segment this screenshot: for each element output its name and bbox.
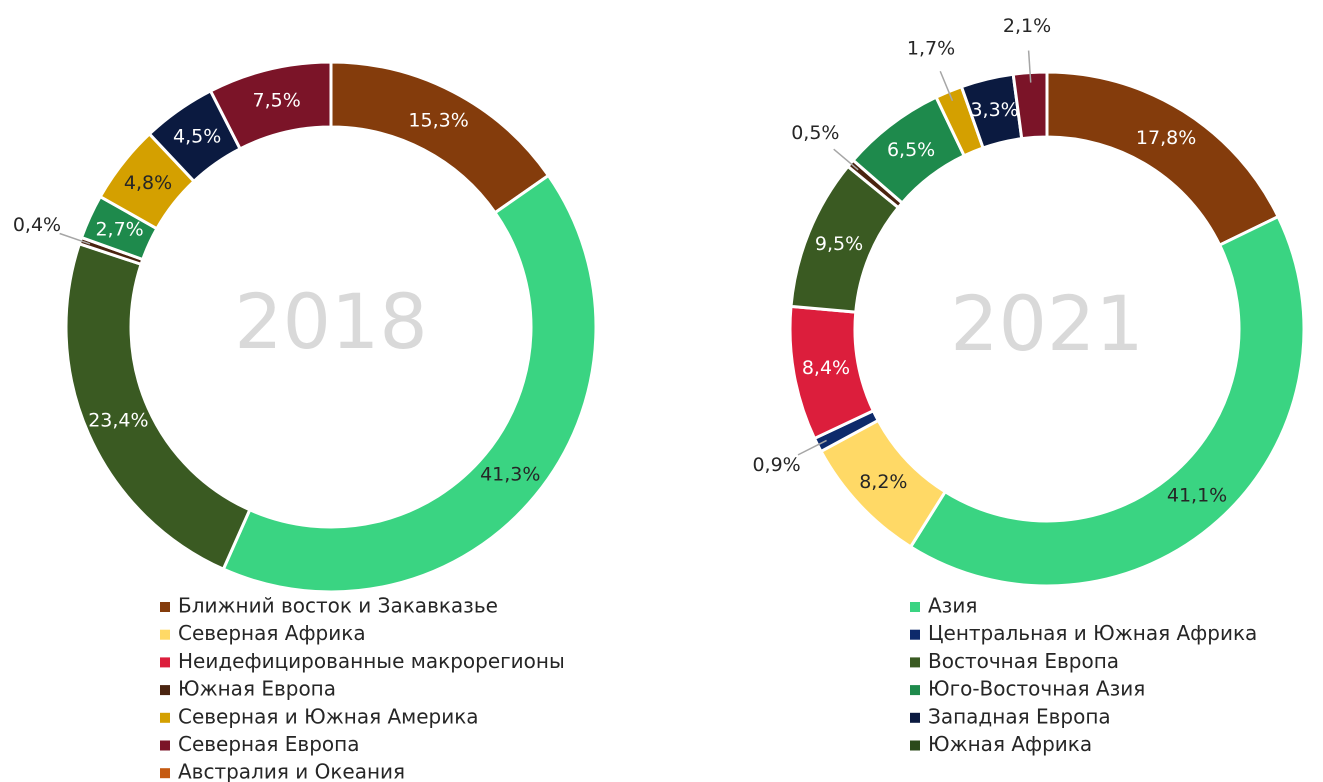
legend-swatch (910, 712, 920, 723)
donut-slice (221, 173, 598, 594)
legend-label: Южная Европа (178, 677, 336, 701)
legend-swatch (910, 602, 920, 612)
value-label: 4,5% (173, 125, 221, 147)
value-label: 0,4% (13, 214, 61, 236)
legend-swatch (160, 712, 170, 723)
value-label: 17,8% (1136, 127, 1196, 149)
legend-label: Северная Африка (178, 621, 366, 645)
legend-label: Ближний восток и Закавказье (178, 594, 498, 618)
value-label: 41,1% (1167, 484, 1227, 506)
legend-label: Северная и Южная Америка (178, 704, 479, 728)
value-label: 9,5% (815, 233, 863, 255)
value-label: 8,2% (859, 471, 907, 493)
value-label: 4,8% (124, 172, 172, 194)
legend-swatch (910, 629, 920, 640)
legend-swatch (910, 740, 920, 751)
legend-label: Восточная Европа (928, 649, 1119, 673)
legend-label: Центральная и Южная Африка (928, 621, 1257, 645)
donut-slice (908, 214, 1306, 588)
legend-swatch (160, 685, 170, 696)
donut-slice (1011, 70, 1049, 141)
value-label: 2,7% (95, 219, 143, 241)
value-label: 3,3% (970, 99, 1018, 121)
leader-line (797, 439, 827, 456)
legend-label: Юго-Восточная Азия (928, 677, 1145, 701)
donut-slice (1045, 70, 1281, 248)
leader-line (833, 148, 859, 171)
legend-label: Западная Европа (928, 704, 1111, 728)
leader-line (939, 70, 954, 102)
donut-slice (329, 60, 551, 215)
value-label: 23,4% (88, 410, 148, 432)
value-label: 0,5% (791, 122, 839, 144)
legend-label: Северная Европа (178, 732, 359, 756)
value-label: 8,4% (802, 357, 850, 379)
donut-slice (208, 60, 333, 151)
leader-line (1027, 50, 1032, 83)
legend-label: Азия (928, 594, 977, 618)
legend-swatch (160, 629, 170, 640)
legend-swatch (910, 685, 920, 696)
value-label: 15,3% (408, 109, 468, 131)
legend-swatch (910, 657, 920, 668)
legend-label: Южная Африка (928, 732, 1092, 756)
leader-line (59, 232, 91, 245)
donut-slice (64, 241, 252, 572)
value-label: 6,5% (887, 139, 935, 161)
legend-label: Неидефицированные макрорегионы (178, 649, 565, 673)
center-label: 2018 (234, 277, 427, 366)
legend-swatch (160, 657, 170, 668)
legend-swatch (160, 602, 170, 612)
value-label: 41,3% (480, 464, 540, 486)
value-label: 0,9% (752, 454, 800, 476)
value-label: 1,7% (907, 38, 955, 60)
value-label: 7,5% (253, 89, 301, 111)
legend-label: Австралия и Океания (178, 760, 405, 782)
center-label: 2021 (950, 279, 1143, 368)
legend-swatch (160, 740, 170, 751)
value-label: 2,1% (1003, 15, 1051, 37)
legend-swatch (160, 768, 170, 779)
